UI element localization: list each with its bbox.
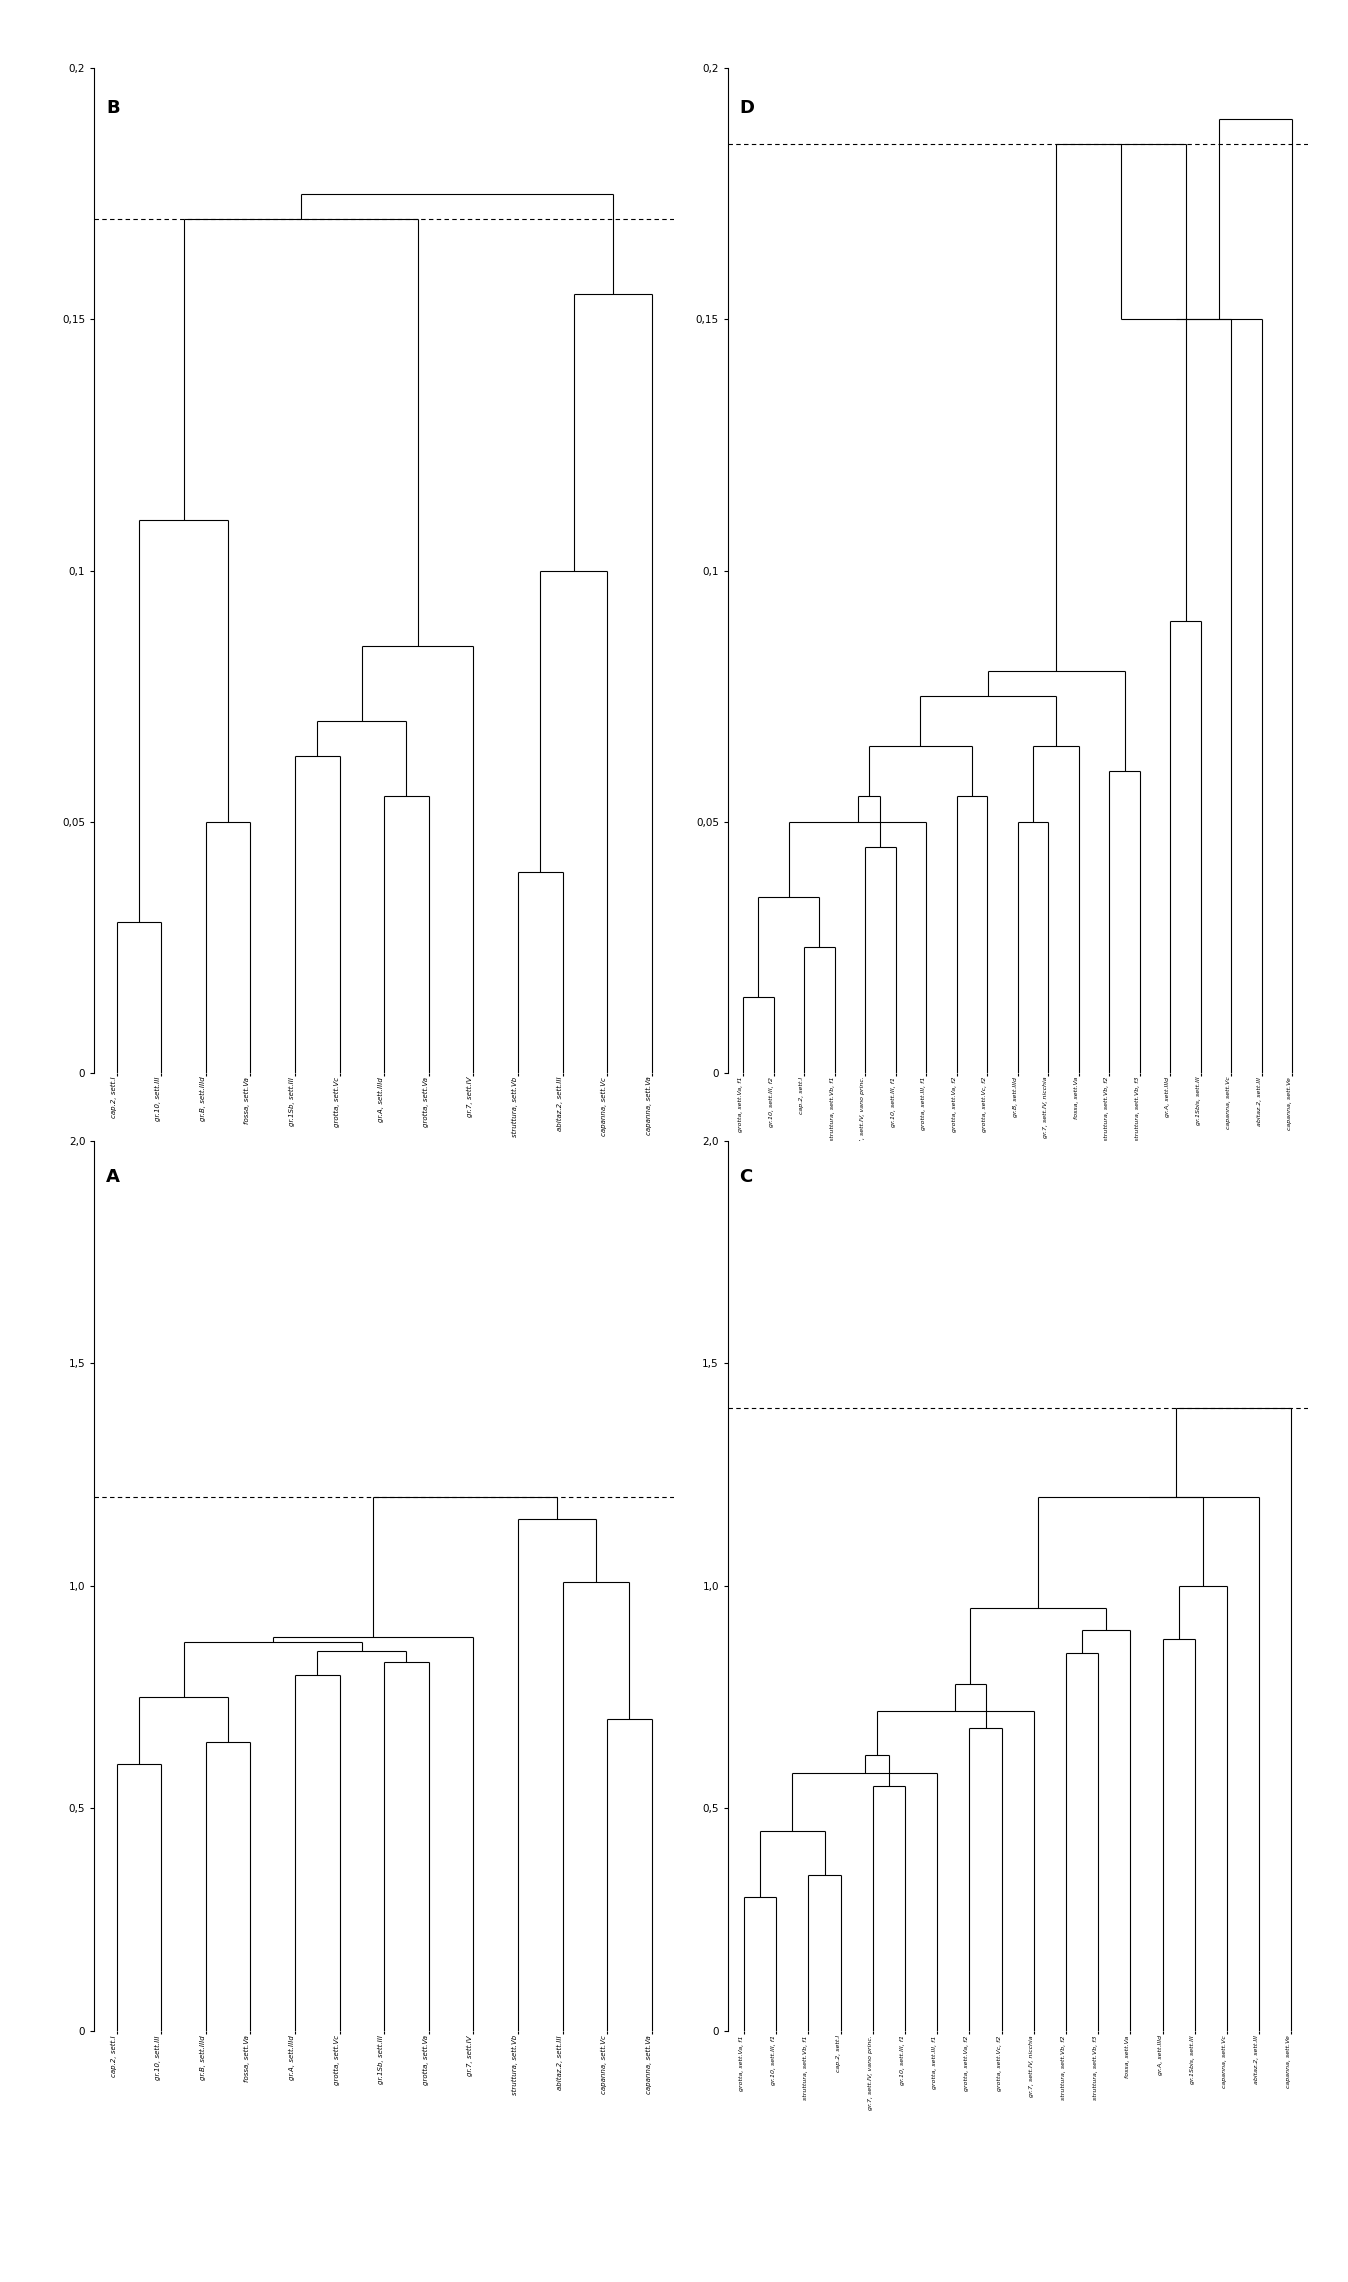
Text: D: D	[740, 98, 755, 116]
Text: A: A	[106, 1168, 120, 1187]
Text: B: B	[106, 98, 120, 116]
Text: C: C	[740, 1168, 752, 1187]
